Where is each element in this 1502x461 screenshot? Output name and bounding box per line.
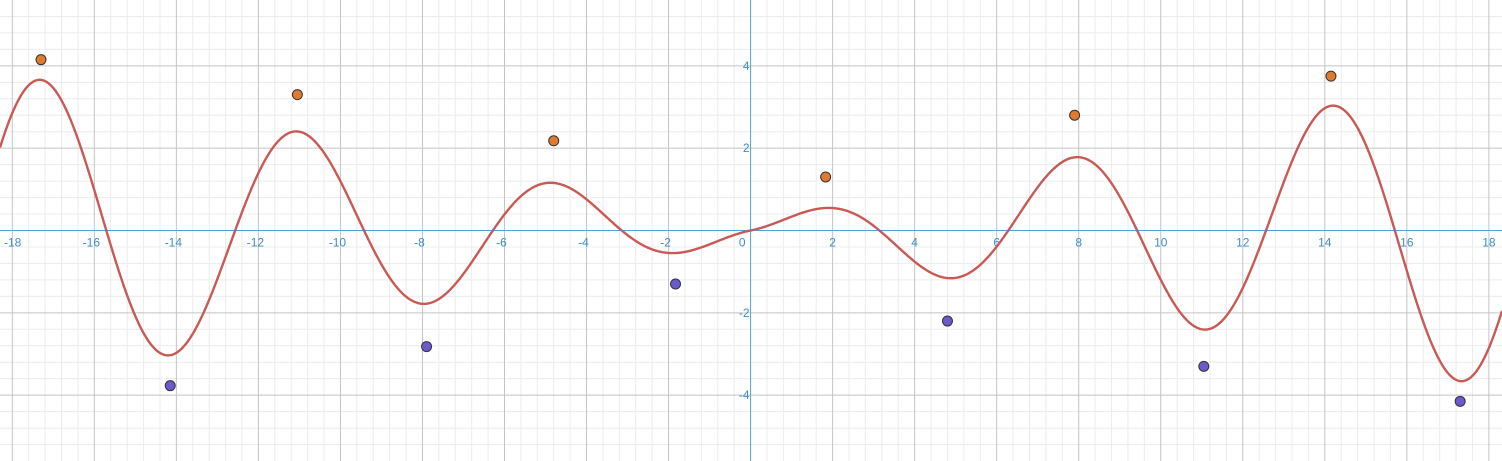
extrema-points bbox=[35, 54, 1466, 407]
function-curve bbox=[0, 78, 1502, 383]
x-tick-label: 10 bbox=[1154, 236, 1168, 250]
x-tick-label: -8 bbox=[414, 236, 425, 250]
maximum-point[interactable] bbox=[548, 135, 560, 147]
x-tick-label: 12 bbox=[1236, 236, 1250, 250]
x-tick-label: 0 bbox=[739, 236, 746, 250]
x-tick-label: -12 bbox=[247, 236, 265, 250]
x-tick-label: 2 bbox=[829, 236, 836, 250]
y-tick-label: -2 bbox=[739, 306, 750, 320]
maximum-point[interactable] bbox=[35, 54, 47, 66]
x-tick-label: -14 bbox=[165, 236, 183, 250]
minimum-point[interactable] bbox=[421, 341, 433, 353]
minimum-point[interactable] bbox=[164, 380, 176, 392]
minimum-point[interactable] bbox=[670, 278, 682, 290]
x-tick-label: -2 bbox=[660, 236, 671, 250]
minimum-point[interactable] bbox=[1198, 360, 1210, 372]
x-tick-label: -4 bbox=[578, 236, 589, 250]
x-tick-labels: -18 -16 -14 -12 -10 -8 -6 -4 -2 0 2 4 6 8 10 12 14 16 18 bbox=[4, 236, 1496, 250]
maximum-point[interactable] bbox=[820, 171, 832, 183]
y-tick-label: 4 bbox=[743, 59, 750, 73]
x-tick-label: 6 bbox=[993, 236, 1000, 250]
minimum-point[interactable] bbox=[1454, 395, 1466, 407]
x-tick-label: -10 bbox=[329, 236, 347, 250]
maximum-point[interactable] bbox=[1325, 70, 1337, 82]
maximum-point[interactable] bbox=[291, 89, 303, 101]
maximum-point[interactable] bbox=[1069, 109, 1081, 121]
minimum-point[interactable] bbox=[941, 315, 953, 327]
x-tick-label: -6 bbox=[496, 236, 507, 250]
y-tick-labels: -4 -2 2 4 bbox=[739, 59, 750, 402]
x-tick-label: 4 bbox=[911, 236, 918, 250]
curves bbox=[0, 78, 1502, 383]
y-tick-label: 2 bbox=[743, 141, 750, 155]
x-tick-label: 18 bbox=[1482, 236, 1496, 250]
x-tick-label: 14 bbox=[1318, 236, 1332, 250]
x-tick-label: -16 bbox=[83, 236, 101, 250]
y-tick-label: -4 bbox=[739, 388, 750, 402]
x-tick-label: 8 bbox=[1075, 236, 1082, 250]
x-tick-label: 16 bbox=[1400, 236, 1414, 250]
x-tick-label: -18 bbox=[4, 236, 22, 250]
